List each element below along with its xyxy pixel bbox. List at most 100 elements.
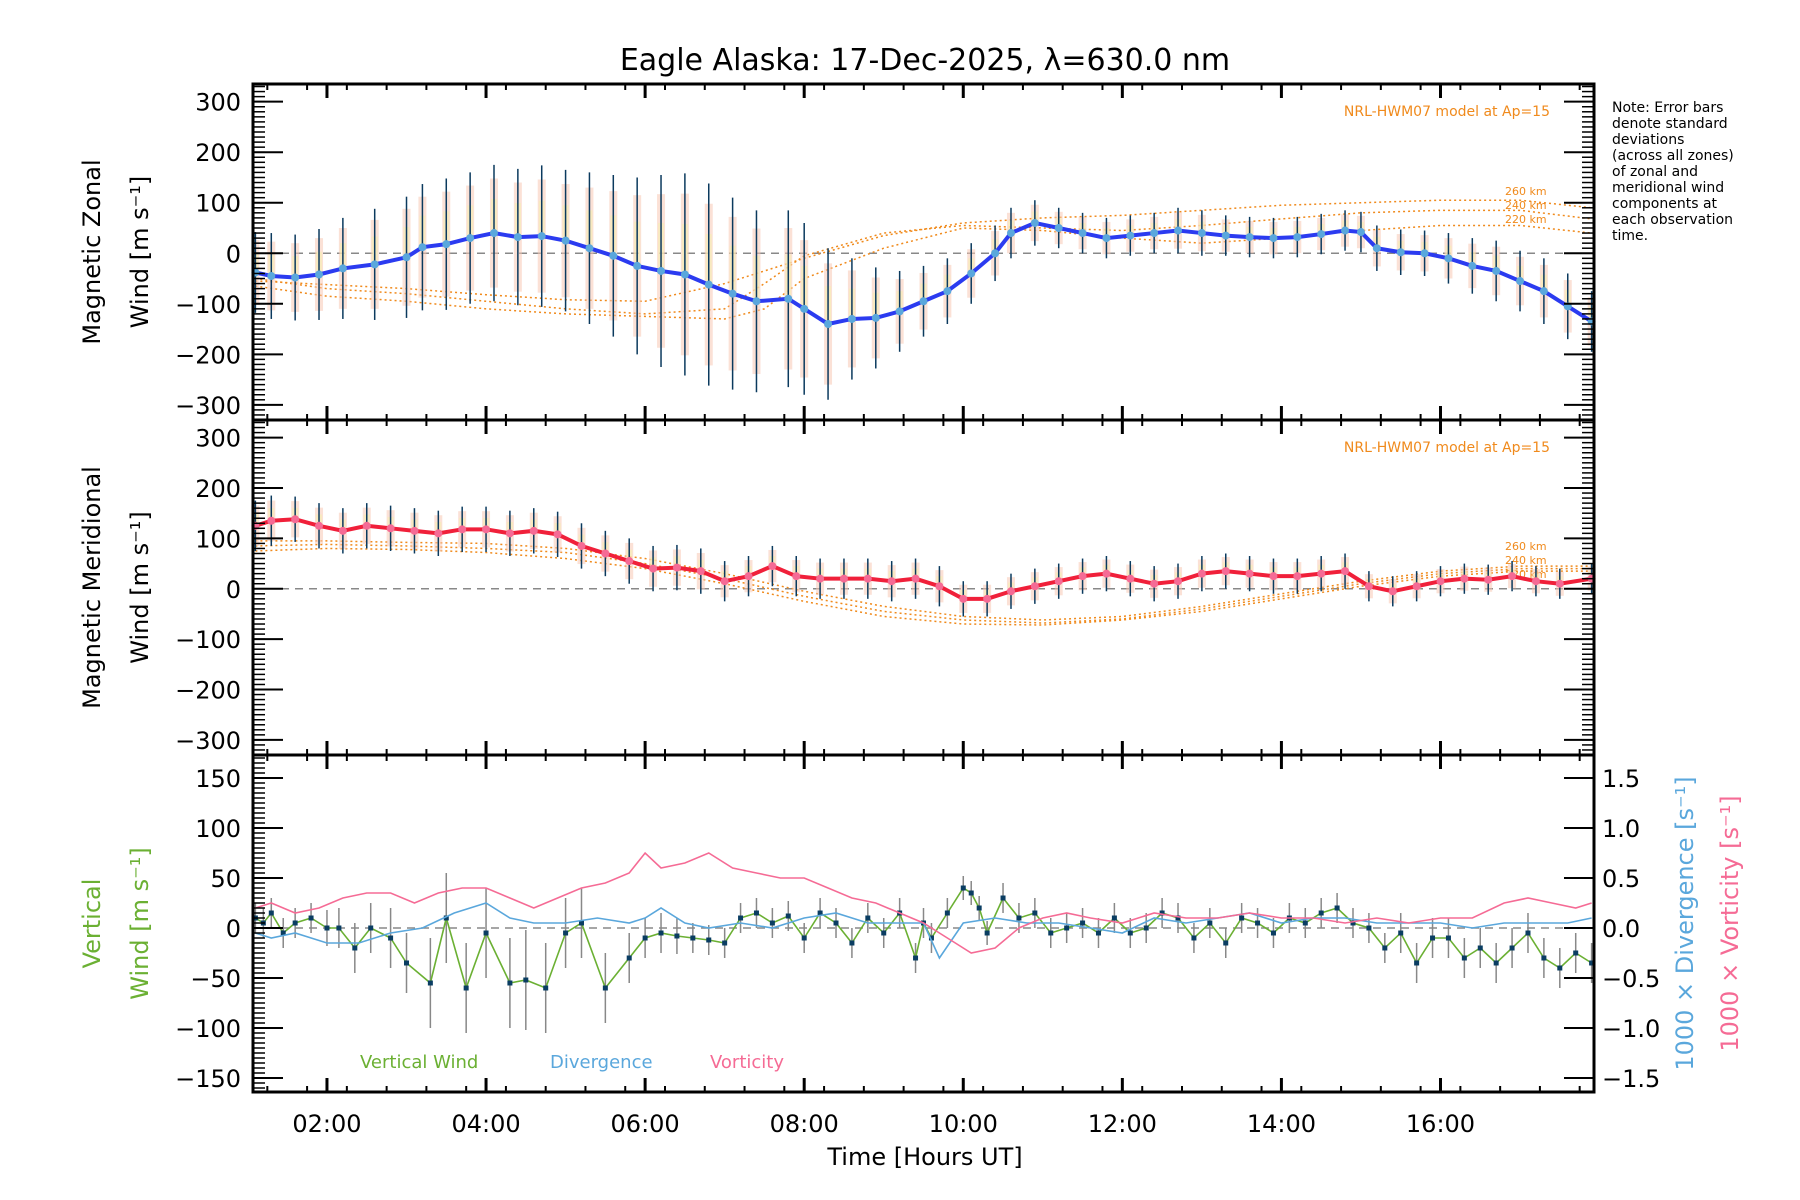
x-tick-label: 08:00 [770,1110,839,1138]
data-point [1207,920,1213,926]
data-point [817,910,823,916]
data-point [338,264,347,273]
data-point [1269,572,1278,581]
data-point [1366,925,1372,931]
data-point [991,249,1000,258]
data-point [1006,587,1015,596]
data-point [458,525,467,534]
data-point [1318,910,1324,916]
y-tick-label: −200 [175,341,241,369]
data-point [839,574,848,583]
y-axis-label-line1: Vertical [78,879,106,969]
data-point [267,516,276,525]
y-tick-label: 200 [195,139,241,167]
y2-tick-label: 0.0 [1602,915,1640,943]
data-point [1317,569,1326,578]
data-point [1573,950,1579,956]
y-axis-label-line2: Wind [m s⁻¹] [126,176,154,328]
data-point [1150,229,1159,238]
data-point [443,915,449,921]
x-tick-label: 02:00 [292,1110,361,1138]
data-point [919,297,928,306]
data-point [626,955,632,961]
data-point [578,920,584,926]
data-point [434,529,443,538]
x-tick-label: 04:00 [451,1110,520,1138]
y-tick-label: 200 [195,475,241,503]
data-point [984,930,990,936]
data-point [585,244,594,253]
data-point [1245,569,1254,578]
data-point [728,289,737,298]
data-point [625,557,634,566]
data-point [1509,945,1515,951]
data-point [895,307,904,316]
data-point [881,930,887,936]
data-point [543,985,549,991]
legend-divergence: Divergence [550,1052,653,1073]
note-line: Note: Error bars [1612,100,1723,116]
data-point [871,313,880,322]
data-point [513,233,522,242]
data-point [609,251,618,260]
y-tick-label: −100 [175,626,241,654]
data-point [1064,925,1070,931]
model-curve [255,224,1592,320]
data-point [1477,945,1483,951]
data-point [352,945,358,951]
data-point [1493,960,1499,966]
data-point [1356,228,1365,237]
note-line: (across all zones) [1612,148,1734,164]
data-point [753,910,759,916]
data-point [680,270,689,279]
data-point [529,526,538,535]
y-tick-label: 300 [195,425,241,453]
data-point [1468,261,1477,270]
data-point [442,240,451,249]
data-point [983,594,992,603]
note-line: deviations [1612,132,1684,148]
data-point [402,253,411,262]
data-point [704,280,713,289]
data-point [386,524,395,533]
data-point [1032,910,1038,916]
data-point [1174,226,1183,235]
data-point [633,261,642,270]
data-point [1414,960,1420,966]
y-tick-label: 0 [226,240,241,268]
data-point [1030,582,1039,591]
model-altitude-label: 240 km [1505,199,1547,212]
data-point [738,915,744,921]
data-point [1516,277,1525,286]
data-point [801,935,807,941]
data-point [967,269,976,278]
model-altitude-label: 260 km [1505,185,1547,198]
series-line-vertical-wind [254,886,1593,991]
data-point [1293,233,1302,242]
data-point [1531,577,1540,586]
y-tick-label: −200 [175,677,241,705]
data-point [268,910,274,916]
y2-tick-label: −1.0 [1602,1015,1660,1043]
data-point [1382,945,1388,951]
data-point [336,925,342,931]
y-tick-label: −100 [175,1015,241,1043]
y-tick-label: 0 [226,915,241,943]
data-point [1412,582,1421,591]
data-point [1396,248,1405,257]
x-tick-label: 12:00 [1088,1110,1157,1138]
data-point [1334,905,1340,911]
data-point [865,915,871,921]
data-point [800,304,809,313]
data-point [976,905,982,911]
legend-vorticity: Vorticity [710,1052,784,1073]
data-point [1555,579,1564,588]
data-point [752,297,761,306]
data-point [1150,579,1159,588]
y-tick-label: 100 [195,815,241,843]
data-point [943,287,952,296]
data-point [744,572,753,581]
